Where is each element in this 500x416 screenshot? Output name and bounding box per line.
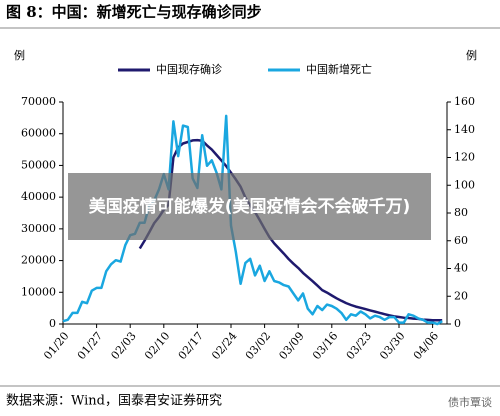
- y2-tick-label: 80: [454, 206, 468, 219]
- y-tick-label: 70000: [21, 95, 56, 108]
- y2-tick-label: 20: [454, 289, 468, 302]
- x-tick-label: 02/17: [176, 330, 206, 363]
- x-tick-label: 03/23: [344, 330, 374, 363]
- watermark: 债市覃谈: [448, 396, 492, 409]
- y2-tick-label: 60: [454, 234, 468, 247]
- y2-tick-label: 120: [454, 151, 475, 164]
- y2-tick-label: 0: [454, 317, 461, 330]
- y-tick-label: 10000: [21, 285, 56, 298]
- x-tick-label: 02/24: [209, 330, 239, 363]
- y-tick-label: 30000: [21, 222, 56, 235]
- y2-tick-label: 160: [454, 95, 475, 108]
- y2-tick-label: 140: [454, 123, 475, 136]
- x-tick-label: 03/16: [310, 330, 340, 363]
- legend-label: 中国现存确诊: [156, 62, 222, 76]
- chart-title: 图 8：中国：新增死亡与现存确诊同步: [6, 3, 262, 21]
- x-tick-label: 03/30: [377, 330, 407, 363]
- y-tick-label: 50000: [21, 158, 56, 171]
- x-tick-label: 02/03: [108, 330, 138, 363]
- x-tick-label: 02/10: [142, 330, 172, 363]
- y2-tick-label: 40: [454, 262, 468, 275]
- x-tick-label: 01/27: [75, 330, 105, 363]
- source: 数据来源：Wind，国泰君安证券研究: [6, 393, 222, 409]
- y2-axis-label: 例: [466, 48, 477, 62]
- overlay-banner: 美国疫情可能爆发(美国疫情会不会破千万): [68, 173, 431, 240]
- y-tick-label: 60000: [21, 127, 56, 140]
- y-tick-label: 40000: [21, 190, 56, 203]
- y-axis-label: 例: [14, 48, 25, 62]
- y2-tick-label: 100: [454, 178, 475, 191]
- legend-label: 中国新增死亡: [306, 62, 372, 76]
- x-tick-label: 01/20: [41, 330, 71, 363]
- y-tick-label: 0: [49, 317, 56, 330]
- series-line: [62, 114, 443, 326]
- x-tick-label: 03/09: [276, 330, 306, 363]
- y-tick-label: 20000: [21, 254, 56, 267]
- x-tick-label: 04/06: [411, 330, 441, 363]
- x-tick-label: 03/02: [243, 330, 273, 363]
